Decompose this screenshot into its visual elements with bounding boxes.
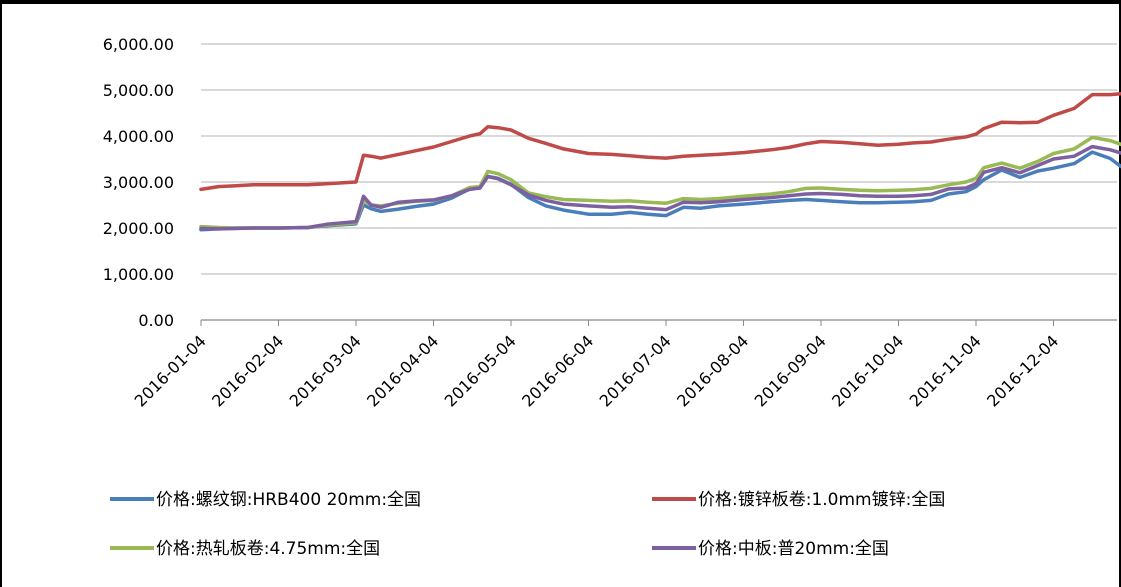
- x-tick-label: 2016-03-04: [286, 331, 365, 410]
- legend-label-0: 价格:螺纹钢:HRB400 20mm:全国: [156, 490, 421, 510]
- y-tick-label: 6,000.00: [103, 35, 174, 54]
- x-tick-label: 2016-10-04: [828, 331, 907, 410]
- series-lines: [199, 91, 1121, 232]
- x-axis: [200, 319, 1117, 326]
- frame-right-border: [1119, 0, 1121, 587]
- y-tick-label: 4,000.00: [103, 127, 174, 146]
- x-tick-label: 2016-02-04: [208, 331, 287, 410]
- frame-top-border: [0, 0, 1121, 4]
- legend-label-1: 价格:镀锌板卷:1.0mm镀锌:全国: [698, 490, 945, 510]
- y-tick-label: 3,000.00: [103, 173, 174, 192]
- x-tick-label: 2016-09-04: [751, 331, 830, 410]
- y-tick-label: 5,000.00: [103, 81, 174, 100]
- x-tick-label: 2016-07-04: [596, 331, 675, 410]
- x-tick-label: 2016-05-04: [441, 331, 520, 410]
- x-tick-label: 2016-01-04: [131, 331, 210, 410]
- legend-label-3: 价格:中板:普20mm:全国: [698, 539, 889, 559]
- x-tick-label: 2016-12-04: [983, 331, 1062, 410]
- y-tick-label: 0.00: [138, 311, 174, 330]
- y-axis-tick-labels: 0.00 1,000.00 2,000.00 3,000.00 4,000.00 5,00…: [103, 35, 174, 330]
- x-tick-label: 2016-08-04: [673, 331, 752, 410]
- series-line-3: [199, 144, 1121, 231]
- x-axis-tick-labels: 2016-01-042016-02-042016-03-042016-04-04…: [131, 331, 1063, 410]
- legend: 价格:螺纹钢:HRB400 20mm:全国 价格:镀锌板卷:1.0mm镀锌:全国价…: [110, 490, 945, 559]
- frame-left-border: [0, 0, 2, 587]
- x-tick-label: 2016-04-04: [363, 331, 442, 410]
- y-tick-label: 2,000.00: [103, 219, 174, 238]
- series-line-1: [199, 91, 1121, 192]
- x-tick-label: 2016-06-04: [518, 331, 597, 410]
- x-tick-label: 2016-11-04: [906, 331, 985, 410]
- y-tick-label: 1,000.00: [103, 265, 174, 284]
- series-line-0: [199, 150, 1121, 232]
- legend-label-2: 价格:热轧板卷:4.75mm:全国: [156, 539, 380, 559]
